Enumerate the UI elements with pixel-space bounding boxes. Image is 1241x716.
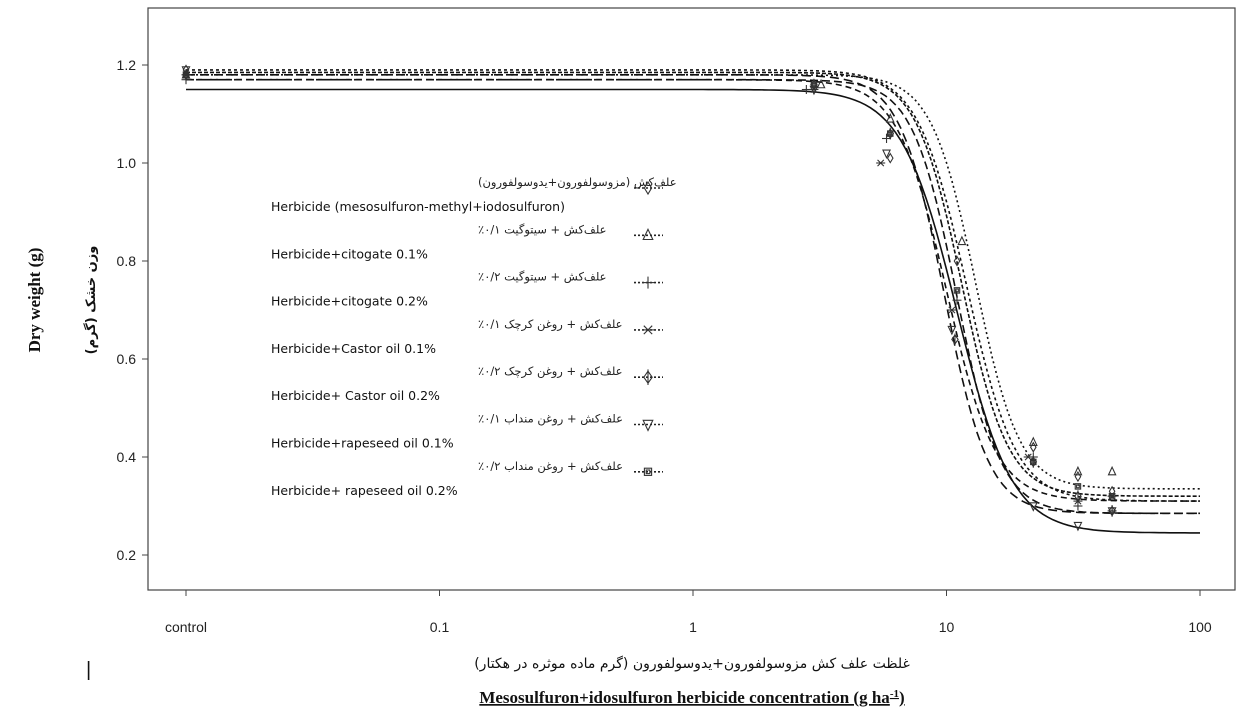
y-tick-label: 1.0 xyxy=(117,155,137,171)
data-point xyxy=(810,81,818,88)
series-curve xyxy=(186,69,1200,502)
data-point xyxy=(887,130,894,137)
series-curve xyxy=(186,74,1200,515)
page-marker: | xyxy=(86,659,91,681)
x-tick-label: 100 xyxy=(1188,619,1212,635)
x-axis-title-english: Mesosulfuron+idosulfuron herbicide conce… xyxy=(479,688,904,707)
data-point xyxy=(1074,490,1082,503)
data-points xyxy=(181,64,1117,532)
y-tick-label: 0.2 xyxy=(117,547,137,563)
legend-label: Herbicide+rapeseed oil 0.1% xyxy=(271,436,454,451)
data-point xyxy=(886,152,894,164)
legend-marker xyxy=(643,467,653,476)
legend-marker xyxy=(642,276,654,289)
series-curve xyxy=(186,88,1200,534)
legend-marker xyxy=(642,325,654,335)
data-point xyxy=(801,85,811,94)
legend-label-persian: علف‌کش + روغن منداب ۰/۲٪ xyxy=(478,459,623,474)
legend-label: Herbicide+ Castor oil 0.2% xyxy=(271,388,440,403)
data-point xyxy=(947,325,957,336)
series-curve xyxy=(186,71,1200,497)
data-point xyxy=(957,235,967,246)
data-point xyxy=(816,78,826,89)
legend-label: Herbicide+citogate 0.1% xyxy=(271,246,428,261)
legend-label-persian: علف‌کش + سیتوگیت ۰/۲٪ xyxy=(478,270,607,285)
x-tick-label: 0.1 xyxy=(430,619,450,635)
data-point xyxy=(1073,501,1083,511)
data-point xyxy=(1107,507,1117,517)
x-tick-label: control xyxy=(165,619,207,635)
data-point xyxy=(953,255,961,267)
legend-label-persian: علف‌کش + روغن کرچک ۰/۱٪ xyxy=(478,317,623,332)
plot-frame xyxy=(147,7,1236,591)
data-point xyxy=(885,113,895,123)
data-point xyxy=(876,159,886,167)
legend-marker xyxy=(642,419,654,432)
x-tick-label: 1 xyxy=(689,619,697,635)
data-point xyxy=(1030,458,1037,466)
legend-marker xyxy=(643,180,653,196)
data-point xyxy=(810,78,818,91)
y-axis-title-english: Dry weight (g) xyxy=(25,248,44,353)
data-point xyxy=(1074,483,1082,490)
legend-marker xyxy=(643,369,653,385)
data-point xyxy=(882,149,891,159)
legend-label: Herbicide (mesosulfuron-methyl+iodosulfu… xyxy=(271,199,565,214)
y-axis: 0.2 0.4 0.6 0.8 1.0 1.2 xyxy=(117,57,148,563)
data-point xyxy=(951,333,959,346)
data-point xyxy=(181,66,191,76)
y-axis-title-persian: وزن خشک (گرم) xyxy=(83,246,99,355)
data-point xyxy=(886,127,895,140)
data-point xyxy=(882,134,892,143)
data-point xyxy=(1029,441,1037,453)
legend-label: Herbicide+citogate 0.2% xyxy=(271,294,428,309)
data-point xyxy=(1108,492,1116,500)
series-curve xyxy=(186,78,1200,515)
y-tick-label: 0.6 xyxy=(117,351,137,367)
x-axis-title-persian: غلظت علف کش مزوسولفورون+یدوسولفورون (گرم… xyxy=(474,655,910,672)
legend-label-persian: علف‌کش + روغن منداب ۰/۱٪ xyxy=(478,412,623,427)
data-point xyxy=(947,306,957,314)
data-point xyxy=(1107,465,1117,476)
x-tick-label: 10 xyxy=(939,619,955,635)
data-point xyxy=(953,287,961,294)
legend-marker xyxy=(642,228,654,241)
legend: علف‌کش (مزوسولفورون+یدوسولفورون) Herbicid… xyxy=(271,175,677,498)
data-point xyxy=(1073,465,1083,476)
legend-label: Herbicide+Castor oil 0.1% xyxy=(271,341,436,356)
legend-label-persian: علف‌کش (مزوسولفورون+یدوسولفورون) xyxy=(478,175,677,190)
data-point xyxy=(1028,502,1038,512)
y-tick-label: 0.4 xyxy=(117,449,137,465)
legend-label: Herbicide+ rapeseed oil 0.2% xyxy=(271,483,458,498)
data-point xyxy=(1074,471,1082,483)
data-point xyxy=(182,71,190,79)
fitted-curves xyxy=(186,69,1200,534)
y-tick-label: 0.8 xyxy=(117,253,137,269)
legend-label-persian: علف‌کش + سیتوگیت ۰/۱٪ xyxy=(478,222,607,237)
data-point xyxy=(1029,456,1038,468)
series-curve xyxy=(186,74,1200,490)
data-point xyxy=(1028,436,1038,446)
data-point xyxy=(1073,521,1083,532)
y-tick-label: 1.2 xyxy=(117,57,137,73)
x-axis: control 0.1 1 10 100 xyxy=(165,590,1212,635)
data-point xyxy=(952,295,962,305)
legend-label-persian: علف‌کش + روغن کرچک ۰/۲٪ xyxy=(478,364,623,379)
